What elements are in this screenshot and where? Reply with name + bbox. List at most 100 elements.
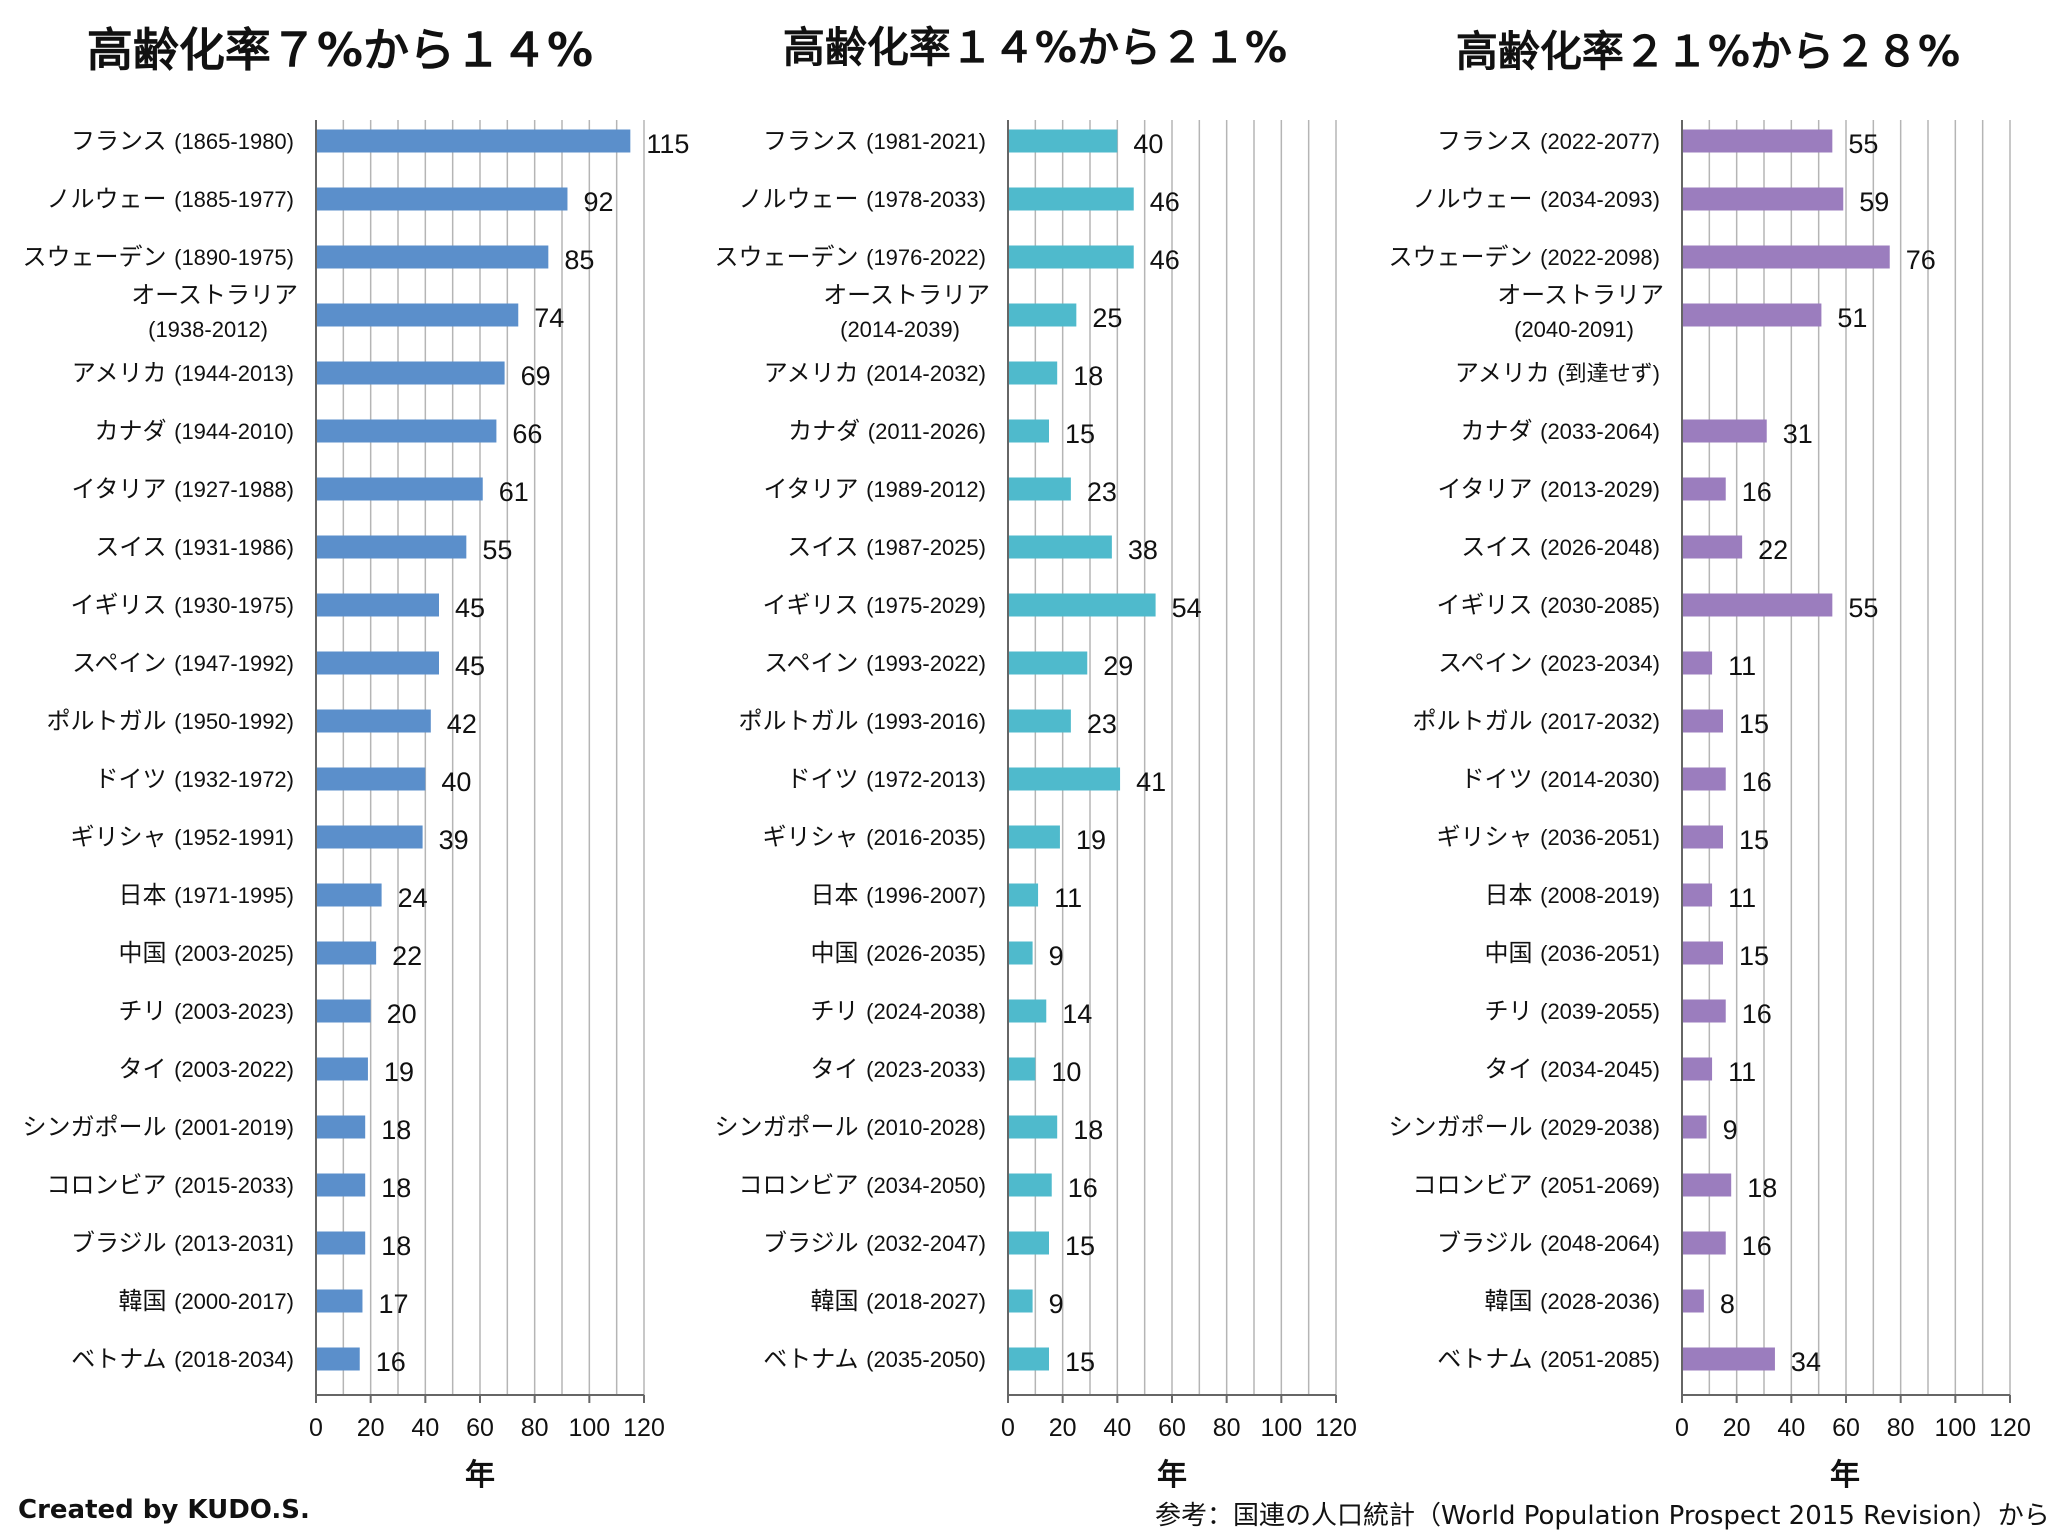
bar (1683, 419, 1767, 443)
category-years: (2022-2098) (1540, 245, 1660, 270)
data-label: 20 (387, 999, 417, 1029)
category-label: フランス (2022-2077) (1437, 127, 1660, 155)
category-years: (2026-2048) (1540, 535, 1660, 560)
category-years: (2016-2035) (866, 825, 986, 850)
data-label: 40 (441, 767, 471, 797)
x-tick-label: 20 (1723, 1414, 1751, 1442)
bar (317, 361, 505, 385)
category-years: (1993-2022) (866, 651, 986, 676)
category-label: ベトナム (2035-2050) (763, 1345, 986, 1373)
category-label: イタリア (1989-2012) (763, 475, 986, 503)
category-years: (2010-2028) (866, 1115, 986, 1140)
x-tick-label: 80 (521, 1414, 549, 1442)
category-label: ドイツ (1932-1972) (94, 765, 294, 793)
x-tick-label: 40 (411, 1414, 439, 1442)
category-years: (2048-2064) (1540, 1231, 1660, 1256)
bar (1009, 477, 1071, 501)
category-name: チリ (1484, 997, 1540, 1025)
category-label: シンガポール (2029-2038) (1388, 1113, 1660, 1141)
category-name: ギリシャ (762, 823, 866, 851)
data-label: 115 (646, 129, 689, 159)
category-name: チリ (118, 997, 174, 1025)
category-years: (2015-2033) (174, 1173, 294, 1198)
bar (317, 767, 426, 791)
category-label: スウェーデン (1890-1975) (22, 243, 294, 271)
category-name: 中国 (1484, 939, 1540, 967)
data-label: 11 (1728, 883, 1756, 913)
bar (317, 245, 549, 269)
category-years: (2023-2033) (866, 1057, 986, 1082)
x-tick-label: 80 (1213, 1414, 1241, 1442)
x-tick-label: 60 (1158, 1414, 1186, 1442)
category-name: ブラジル (763, 1229, 866, 1257)
category-years: (2034-2093) (1540, 187, 1660, 212)
data-label: 29 (1103, 651, 1133, 681)
data-label: 17 (378, 1289, 408, 1319)
category-name: コロンビア (738, 1171, 866, 1199)
category-years: (2034-2045) (1540, 1057, 1660, 1082)
category-years: (2040-2091) (1514, 317, 1634, 342)
category-years: (2003-2023) (174, 999, 294, 1024)
category-years: (2011-2026) (868, 419, 986, 444)
category-label: 韓国 (2000-2017) (118, 1287, 294, 1315)
chart-title-1: 高齢化率７%から１４% (87, 23, 593, 77)
bar (1009, 187, 1134, 211)
category-name: アメリカ (1455, 359, 1557, 387)
bar (317, 651, 439, 675)
category-label: コロンビア (2015-2033) (46, 1171, 294, 1199)
category-years: (2023-2034) (1540, 651, 1660, 676)
bar (1683, 1115, 1707, 1139)
category-name: フランス (71, 127, 174, 155)
category-label: 日本 (1971-1995) (118, 881, 294, 909)
bar (1683, 883, 1713, 907)
category-label: ベトナム (2051-2085) (1437, 1345, 1660, 1373)
category-label: 中国 (2003-2025) (118, 939, 294, 967)
bar (1009, 1173, 1052, 1197)
category-name: シンガポール (714, 1113, 866, 1141)
category-years: (1890-1975) (174, 245, 294, 270)
category-label: カナダ (2011-2026) (788, 417, 986, 445)
chart-title-2: 高齢化率１４%から２１% (783, 23, 1287, 72)
category-label: アメリカ (1944-2013) (72, 359, 294, 387)
category-label: 韓国 (2028-2036) (1484, 1287, 1660, 1315)
category-label: イギリス (1930-1975) (70, 591, 294, 619)
category-name: カナダ (94, 417, 174, 445)
bar (1683, 303, 1822, 327)
data-label: 23 (1087, 709, 1117, 739)
bar (1683, 129, 1833, 153)
data-label: 25 (1092, 303, 1122, 333)
category-label: シンガポール (2010-2028) (714, 1113, 986, 1141)
category-name: スウェーデン (1388, 243, 1540, 271)
bar (317, 1231, 366, 1255)
category-years: (2028-2036) (1540, 1289, 1660, 1314)
category-years: (1971-1995) (174, 883, 294, 908)
bar (317, 129, 631, 153)
source-note: 参考：国連の人口統計（World Population Prospect 201… (1155, 1501, 2048, 1531)
data-label: 55 (482, 535, 512, 565)
category-name: ドイツ (786, 765, 866, 793)
category-name: 中国 (118, 939, 174, 967)
bar (1009, 1115, 1058, 1139)
category-name: シンガポール (22, 1113, 174, 1141)
bar (317, 1347, 360, 1371)
category-years: (2014-2030) (1540, 767, 1660, 792)
bar (1683, 477, 1726, 501)
category-name: アメリカ (764, 359, 866, 387)
bar (317, 535, 467, 559)
x-tick-label: 60 (466, 1414, 494, 1442)
category-years: (2014-2039) (840, 317, 960, 342)
category-years: (2035-2050) (866, 1347, 986, 1372)
data-label: 16 (1742, 999, 1772, 1029)
category-label: スイス (1931-1986) (95, 533, 294, 561)
data-label: 45 (455, 593, 485, 623)
data-label: 16 (1742, 1231, 1772, 1261)
bar (317, 1173, 366, 1197)
data-label: 41 (1136, 767, 1166, 797)
category-label: タイ (2034-2045) (1484, 1055, 1660, 1083)
data-label: 34 (1791, 1347, 1821, 1377)
data-label: 19 (384, 1057, 414, 1087)
bar (1009, 941, 1033, 965)
category-name: フランス (763, 127, 866, 155)
data-label: 39 (439, 825, 469, 855)
